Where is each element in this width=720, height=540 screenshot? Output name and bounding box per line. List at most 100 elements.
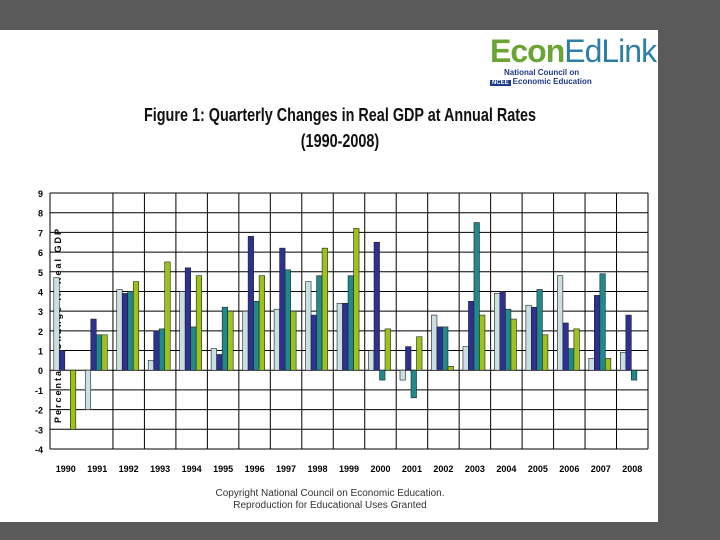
- bar-1995-q2: [216, 354, 223, 371]
- bar-2006-q4: [573, 328, 580, 371]
- logo-org-line2: NCEE Economic Education: [490, 77, 660, 88]
- bar-1995-q1: [210, 348, 217, 371]
- bar-2007-q1: [588, 358, 595, 371]
- bar-1992-q1: [116, 289, 123, 371]
- bar-1994-q4: [195, 275, 203, 371]
- logo-econ: Econ: [490, 33, 565, 69]
- bar-2005-q2: [531, 306, 538, 371]
- bar-1997-q1: [273, 308, 280, 371]
- bar-2002-q4: [447, 365, 454, 371]
- x-tick-label: 2008: [622, 464, 642, 474]
- bar-1993-q1: [147, 360, 155, 371]
- copyright-line1: Copyright National Council on Economic E…: [215, 488, 445, 499]
- bar-2007-q3: [599, 273, 606, 371]
- chart-title-block: Figure 1: Quarterly Changes in Real GDP …: [132, 102, 548, 154]
- y-tick-label: 8: [38, 209, 43, 219]
- bar-1994-q1: [179, 291, 186, 371]
- x-tick-label: 2004: [496, 464, 516, 474]
- x-tick-label: 2005: [528, 464, 548, 474]
- bar-1992-q3: [127, 291, 134, 371]
- bar-2000-q1: [368, 350, 375, 371]
- bar-1998-q3: [316, 275, 323, 371]
- x-tick-label: 1992: [119, 464, 139, 474]
- bar-2004-q1: [494, 293, 501, 371]
- x-tick-label: 2003: [465, 464, 485, 474]
- bar-2002-q2: [436, 326, 443, 371]
- y-tick-label: -2: [35, 406, 43, 416]
- bar-1995-q4: [227, 310, 234, 371]
- y-tick-label: 0: [38, 366, 43, 376]
- x-tick-label: 1991: [87, 464, 107, 474]
- bar-1994-q3: [190, 326, 197, 371]
- y-tick-label: 7: [38, 228, 43, 238]
- x-tick-label: 1997: [276, 464, 296, 474]
- y-tick-label: 5: [38, 268, 43, 278]
- econedlink-logo: EconEdLink National Council on NCEE Econo…: [490, 34, 660, 88]
- bar-1990-q4: [70, 369, 77, 430]
- x-tick-label: 1994: [182, 464, 202, 474]
- logo-org-text: Economic Education: [512, 77, 592, 86]
- bar-2001-q3: [410, 369, 417, 399]
- bar-2008-q3: [631, 369, 638, 381]
- bar-2003-q2: [468, 301, 475, 371]
- bar-1999-q1: [336, 302, 343, 371]
- bar-1997-q3: [284, 269, 291, 371]
- copyright: Copyright National Council on Economic E…: [190, 488, 470, 512]
- bar-1998-q4: [321, 247, 328, 371]
- copyright-line2: Reproduction for Educational Uses Grante…: [233, 500, 427, 511]
- bar-2000-q2: [373, 241, 380, 371]
- y-tick-label: 4: [38, 287, 43, 297]
- x-tick-label: 2001: [402, 464, 422, 474]
- bar-1991-q1: [84, 369, 92, 410]
- bar-1993-q3: [158, 328, 166, 371]
- bar-2002-q3: [442, 326, 449, 371]
- y-tick-label: 1: [38, 347, 43, 357]
- x-tick-label: 2002: [433, 464, 453, 474]
- bar-2004-q2: [499, 291, 506, 371]
- chart-subtitle: (1990-2008): [300, 131, 380, 151]
- bar-2005-q4: [542, 334, 549, 371]
- bar-1996-q2: [247, 236, 254, 371]
- y-tick-label: -3: [35, 425, 43, 435]
- bar-2007-q4: [605, 358, 612, 371]
- bar-2003-q3: [473, 222, 480, 371]
- bar-1996-q4: [258, 275, 265, 371]
- bar-1993-q4: [164, 261, 171, 371]
- y-tick-label: 9: [38, 189, 43, 199]
- bar-2005-q3: [536, 289, 543, 371]
- bar-1992-q4: [132, 281, 140, 371]
- y-tick-label: 3: [38, 307, 43, 317]
- y-tick-label: -4: [35, 445, 43, 455]
- logo-org-line1: National Council on: [504, 68, 580, 77]
- x-tick-label: 2006: [559, 464, 579, 474]
- bar-2004-q4: [510, 318, 517, 371]
- bar-1995-q3: [221, 306, 228, 371]
- bar-1990-q1: [53, 277, 60, 371]
- ncee-badge: NCEE: [490, 80, 511, 86]
- bar-2003-q4: [479, 314, 486, 371]
- bar-2006-q1: [557, 275, 564, 371]
- bar-2000-q4: [384, 328, 391, 371]
- x-tick-label: 2000: [370, 464, 390, 474]
- x-tick-label: 1993: [150, 464, 170, 474]
- bar-2001-q4: [416, 336, 423, 371]
- bar-1996-q3: [253, 301, 260, 371]
- bar-1990-q2: [58, 350, 66, 371]
- x-tick-label: 1999: [339, 464, 359, 474]
- bar-2005-q1: [525, 304, 532, 371]
- bar-1999-q2: [342, 302, 349, 371]
- bar-2008-q1: [620, 352, 627, 371]
- bar-1999-q4: [353, 228, 360, 371]
- logo-edlink: EdLink: [564, 33, 657, 69]
- bar-2001-q2: [405, 346, 412, 371]
- x-tick-label: 1990: [56, 464, 76, 474]
- bar-2000-q3: [379, 369, 386, 381]
- bar-2002-q1: [431, 314, 438, 371]
- bar-1991-q3: [95, 334, 103, 371]
- x-tick-label: 2007: [591, 464, 611, 474]
- x-tick-label: 1995: [213, 464, 233, 474]
- bar-1996-q1: [242, 310, 249, 371]
- bar-2006-q3: [568, 348, 575, 371]
- bar-1999-q3: [347, 275, 354, 371]
